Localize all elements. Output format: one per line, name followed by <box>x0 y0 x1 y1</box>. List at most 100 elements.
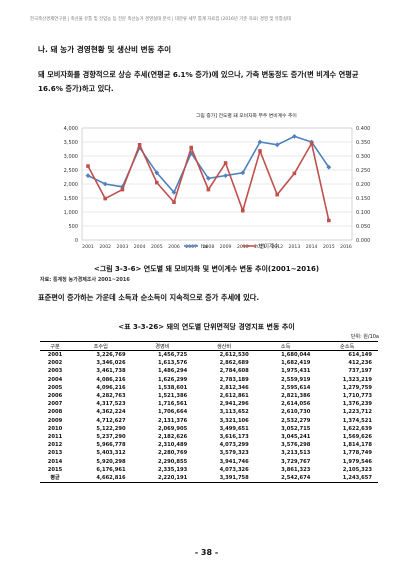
table-row: 2004 4,086,216 1,626,299 2,783,189 2,559,919… <box>40 376 378 384</box>
table-cell: 1,706,664 <box>157 409 188 416</box>
table-cell: 2,783,189 <box>219 376 249 383</box>
table-cell: 1,626,299 <box>157 376 188 383</box>
series-point <box>137 145 142 150</box>
table-cell: 2,862,689 <box>219 360 249 367</box>
table-cell: 2,812,346 <box>219 384 249 391</box>
table-row-label: 2010 <box>47 425 63 432</box>
x-tick-label: 2013 <box>289 244 301 250</box>
series-point <box>275 192 279 197</box>
y-right-tick-label: 0.400 <box>356 126 370 132</box>
series-point <box>326 164 332 170</box>
table-cell: 3,941,746 <box>219 458 249 465</box>
table-cell: 5,403,312 <box>96 450 126 457</box>
table-cell: 2,821,386 <box>281 393 311 400</box>
x-tick-label: 2007 <box>185 244 197 250</box>
y-left-tick-label: 2,000 <box>64 182 78 188</box>
x-tick-label: 2005 <box>151 244 163 250</box>
table-cell: 2,559,919 <box>281 376 311 383</box>
table-cell: 1,538,601 <box>157 384 188 391</box>
y-right-tick-label: 0.350 <box>356 140 370 146</box>
table-cell: 412,236 <box>348 360 372 367</box>
series-point <box>86 164 90 168</box>
x-tick-label: 2008 <box>203 244 215 250</box>
table-row: 2003 3,461,738 1,486,294 2,784,608 1,975,431… <box>40 367 378 375</box>
table-cell: 1,682,419 <box>281 360 311 367</box>
table-row-label: 2012 <box>47 442 63 449</box>
table-cell: 1,975,431 <box>281 368 311 375</box>
table-cell: 2,610,730 <box>281 409 311 416</box>
y-left-tick-label: 3,500 <box>64 140 78 146</box>
table-cell: 1,323,219 <box>342 376 372 383</box>
series-point <box>223 161 228 165</box>
series-point <box>155 180 159 185</box>
y-right-tick-label: 0.100 <box>356 210 370 216</box>
table-row-label: 2015 <box>47 466 63 473</box>
table-cell: 3,226,769 <box>96 352 126 359</box>
table-cell: 5,966,778 <box>96 442 126 449</box>
table-cell: 2,612,861 <box>219 393 249 400</box>
table-row: 평균 4,662,816 2,220,191 3,391,758 2,542,674 1,… <box>40 473 378 483</box>
table-cell: 2,105,323 <box>342 466 372 473</box>
y-left-tick-label: 1,000 <box>64 210 78 216</box>
y-left-tick-label: 1,500 <box>64 196 78 202</box>
table-cell: 4,362,224 <box>96 409 126 416</box>
series-point <box>102 181 108 187</box>
table-cell: 2,784,608 <box>219 368 249 375</box>
x-tick-label: 2016 <box>340 244 352 250</box>
y-left-tick-label: 3,000 <box>64 154 78 160</box>
y-left-tick-label: 0 <box>75 238 78 244</box>
table-cell: 1,456,725 <box>157 352 188 359</box>
table-row: 2011 5,237,290 2,182,626 3,616,173 3,045,241… <box>40 433 378 441</box>
table-header-cell: 소득 <box>254 341 317 351</box>
table-row-label: 2002 <box>47 360 63 367</box>
table-cell: 5,920,298 <box>96 458 126 465</box>
x-tick-label: 2014 <box>306 244 318 250</box>
table-cell: 2,595,614 <box>281 384 311 391</box>
table-cell: 2,131,376 <box>157 417 188 424</box>
x-tick-label: 2009 <box>220 244 232 250</box>
table-cell: 2,069,905 <box>157 425 188 432</box>
series-point <box>154 170 160 176</box>
table-header-row: 구분 조수입 경영비 생산비 소득 순소득 <box>40 341 378 351</box>
table-row: 2007 4,317,523 1,716,561 2,941,296 2,614,056… <box>40 400 378 408</box>
table-row-label: 평균 <box>40 473 70 483</box>
table-row-label: 2013 <box>47 450 63 457</box>
table-row-label: 2007 <box>47 401 63 408</box>
table-row: 2006 4,282,763 1,521,386 2,612,861 2,821,386… <box>40 392 378 400</box>
table-row: 2002 3,346,026 1,613,576 2,862,689 1,682,419… <box>40 359 378 367</box>
table-cell: 4,317,523 <box>96 401 126 408</box>
series-point <box>292 134 297 139</box>
table-cell: 1,710,773 <box>342 393 372 400</box>
section-title: 나. 돼 농가 경영현황 및 생산비 변동 추이 <box>38 45 172 54</box>
table-cell: 5,122,290 <box>96 425 126 432</box>
table-cell: 1,223,712 <box>342 409 372 416</box>
table-cell: 4,073,326 <box>219 466 249 473</box>
x-tick-label: 2011 <box>254 244 266 250</box>
y-right-tick-label: 0.050 <box>356 224 370 230</box>
x-tick-label: 2002 <box>99 244 111 250</box>
x-tick-label: 2004 <box>134 244 146 250</box>
table-row-label: 2008 <box>47 409 63 416</box>
table-cell: 3,576,298 <box>281 442 311 449</box>
x-tick-label: 2012 <box>271 244 283 250</box>
table-cell: 4,712,627 <box>96 417 126 424</box>
table-cell: 2,335,193 <box>157 466 188 473</box>
table-cell: 4,282,763 <box>96 393 126 400</box>
table-row: 2010 5,122,290 2,069,905 3,499,651 3,052,715… <box>40 425 378 433</box>
table-row: 2005 4,096,216 1,538,601 2,812,346 2,595,614… <box>40 384 378 392</box>
table-cell: 1,374,521 <box>342 417 372 424</box>
x-tick-label: 2001 <box>82 244 94 250</box>
table-cell: 4,662,816 <box>70 473 132 483</box>
table-cell: 3,729,767 <box>281 458 311 465</box>
table-row-label: 2011 <box>47 433 63 440</box>
table-cell: 1,716,561 <box>157 401 188 408</box>
table-cell: 1,778,749 <box>342 450 372 457</box>
paragraph-1: 돼 모비자화를 경향적으로 상승 추세(연평균 6.1% 증가)에 있으나, 가… <box>38 70 359 93</box>
table-cell: 1,279,759 <box>342 384 372 391</box>
table-cell: 1,243,657 <box>316 473 378 483</box>
table-cell: 2,182,626 <box>157 433 188 440</box>
y-right-tick-label: 0.000 <box>356 238 370 244</box>
x-tick-label: 2003 <box>117 244 129 250</box>
series-point <box>189 145 193 150</box>
table-cell: 3,499,651 <box>219 425 249 432</box>
